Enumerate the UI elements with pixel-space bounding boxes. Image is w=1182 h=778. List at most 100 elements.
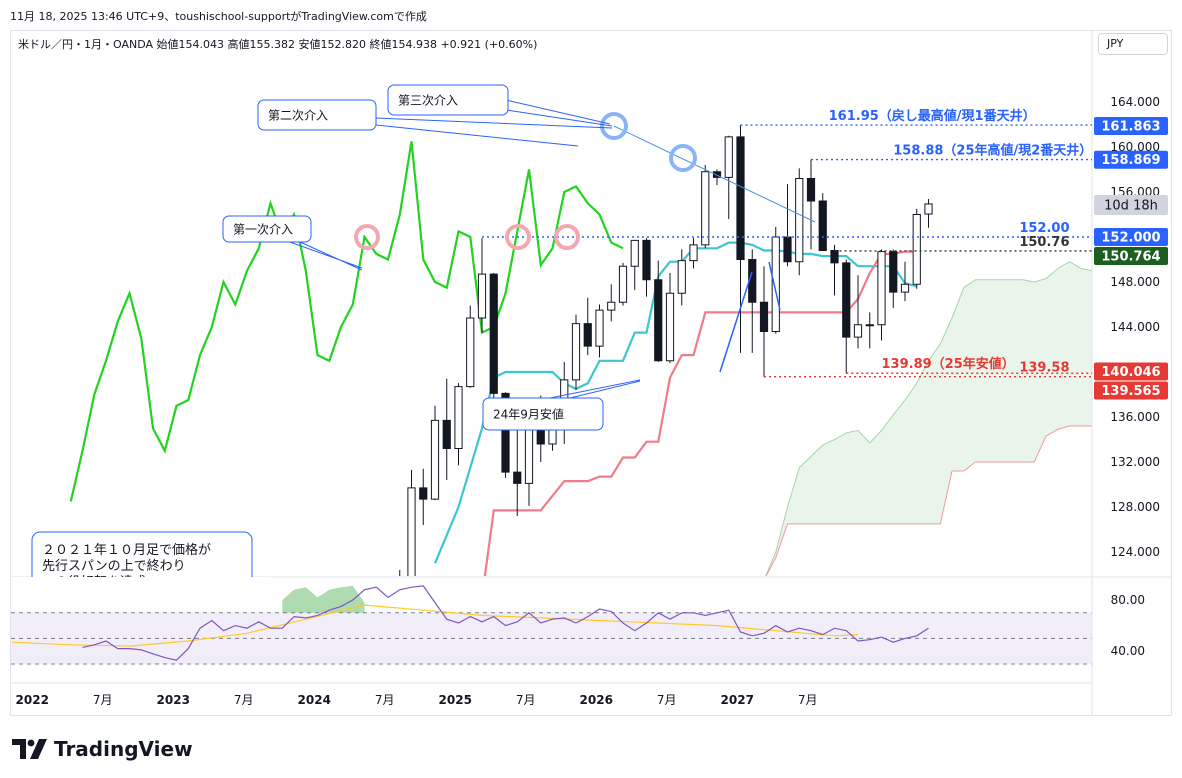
- candle-body: [419, 487, 428, 500]
- callout-text: 第一次介入: [233, 223, 293, 237]
- candle-body: [771, 236, 780, 332]
- candle-body: [607, 301, 616, 311]
- candle-body: [818, 200, 827, 251]
- resistance-trendline: [613, 125, 816, 223]
- callout-box: [257, 99, 377, 131]
- price-tick-label: 136.000: [1110, 410, 1160, 424]
- level-label: 161.95（戻し最高値/現1番天井）: [829, 108, 1036, 124]
- candle-body: [571, 323, 581, 381]
- callout-annotation: 第二次介入: [257, 99, 613, 147]
- time-tick-label: 2026: [580, 693, 613, 707]
- price-tick-label: 132.000: [1110, 455, 1160, 469]
- tradingview-logo: TradingView: [12, 736, 193, 762]
- price-badge: [1094, 247, 1168, 265]
- price-badge-text: 158.869: [1101, 153, 1160, 168]
- time-tick-label: 7月: [234, 693, 254, 707]
- rsi-band: [11, 612, 1092, 664]
- time-tick-label: 7月: [798, 693, 818, 707]
- time-tick-label: 2022: [16, 693, 49, 707]
- price-badge: [1094, 228, 1168, 246]
- callout-box: [482, 397, 604, 431]
- price-tick-label: 160.000: [1110, 140, 1160, 154]
- candle-body: [430, 419, 440, 500]
- time-tick-label: 7月: [375, 693, 395, 707]
- currency-button[interactable]: JPY: [1098, 33, 1168, 55]
- price-tick-label: 124.000: [1110, 545, 1160, 559]
- price-badge-text: 150.764: [1101, 250, 1160, 265]
- candle-body: [583, 323, 592, 347]
- candle-body: [842, 262, 851, 338]
- callout-text: 第三次介入: [398, 94, 458, 108]
- symbol-info[interactable]: 米ドル／円・1月・OANDA 始値154.043 高値155.382 安値152…: [18, 38, 538, 51]
- candle-body: [900, 283, 910, 293]
- callout-box: [222, 215, 312, 243]
- callout-annotation: 第三次介入: [387, 84, 613, 127]
- candle-body: [677, 260, 686, 294]
- price-tick-label: 164.000: [1110, 95, 1160, 109]
- intervention-marker-circle: [354, 224, 380, 250]
- price-badge-text: 152.000: [1101, 231, 1160, 246]
- candle-body: [830, 250, 839, 264]
- rsi-line: [82, 585, 929, 661]
- candle-body: [806, 178, 816, 202]
- candle-body: [865, 324, 874, 327]
- candle-body: [795, 178, 804, 263]
- rebound-trendline: [719, 271, 753, 373]
- chart-header: 11月 18, 2025 13:46 UTC+9、toushischool-su…: [10, 10, 427, 23]
- callout-annotation: 第一次介入: [222, 215, 363, 271]
- candle-body: [712, 171, 722, 178]
- candle-body: [701, 171, 710, 246]
- callout-pointer: [549, 379, 641, 399]
- note-line: ２０２１年１０月足で価格が: [42, 542, 211, 558]
- pane-mask: [11, 577, 271, 597]
- pullback-trendline: [768, 261, 781, 311]
- candle-body: [924, 203, 933, 215]
- callout-box: [387, 84, 509, 116]
- price-badge: [1094, 117, 1168, 136]
- level-label: 139.89（25年安値）: [882, 356, 1015, 372]
- level-label: 139.58: [1019, 361, 1069, 376]
- price-badge-text: 139.565: [1101, 384, 1160, 399]
- callout-text: 24年9月安値: [493, 407, 564, 422]
- note-line: 先行スパンの上で終わり: [42, 558, 186, 574]
- candle-body: [630, 239, 639, 267]
- candle-body: [501, 392, 510, 473]
- candle-body: [595, 309, 604, 347]
- candle-body: [665, 292, 675, 362]
- price-badge-text: 161.863: [1101, 120, 1160, 135]
- candle-body: [724, 136, 733, 178]
- time-tick-label: 2023: [157, 693, 190, 707]
- time-tick-label: 2027: [721, 693, 754, 707]
- candle-body: [442, 419, 451, 449]
- price-badge: [1094, 150, 1168, 169]
- candle-body: [889, 251, 898, 293]
- time-tick-label: 7月: [657, 693, 677, 707]
- time-tick-label: 7月: [93, 693, 113, 707]
- candle-body: [407, 487, 416, 576]
- price-tick-label: 148.000: [1110, 275, 1160, 289]
- candle-body: [654, 279, 663, 362]
- candle-body: [513, 471, 522, 484]
- candle-body: [466, 317, 475, 388]
- intervention-marker-circle: [505, 224, 531, 250]
- callout-text: 第二次介入: [268, 109, 328, 123]
- candle-body: [877, 251, 886, 326]
- time-tick-label: 7月: [516, 693, 536, 707]
- rsi-overbought-fill: [282, 585, 365, 613]
- level-label: 152.00: [1019, 221, 1069, 236]
- price-badge: [1094, 381, 1168, 400]
- candle-body: [853, 324, 863, 338]
- candle-body: [642, 239, 651, 281]
- top-marker-circle: [600, 112, 628, 140]
- candle-body: [489, 273, 498, 394]
- level-label: 150.76: [1019, 235, 1069, 250]
- rsi-tick-label: 40.00: [1111, 644, 1145, 658]
- candle-body: [477, 273, 487, 319]
- countdown-badge: [1094, 194, 1168, 215]
- level-label: 158.88（25年高値/現2番天井）: [893, 143, 1092, 159]
- rsi-tick-label: 80.00: [1111, 593, 1145, 607]
- price-badge-text: 140.046: [1101, 365, 1160, 380]
- tradingview-logo-icon: [12, 739, 47, 759]
- chart-frame: [10, 30, 1172, 716]
